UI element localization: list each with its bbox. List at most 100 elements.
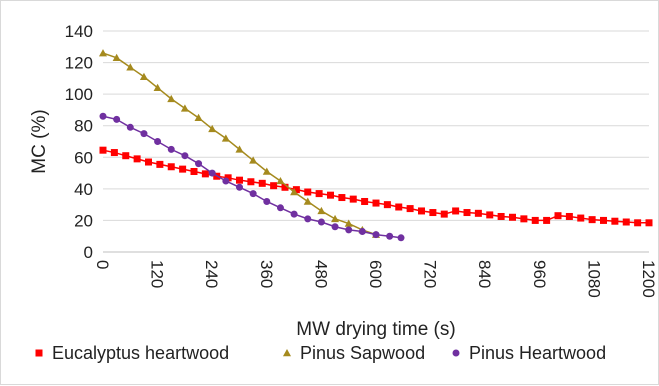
x-tick-label: 1080 (584, 260, 603, 298)
data-point-triangle (221, 134, 230, 142)
data-point-square (645, 219, 653, 227)
data-point-circle (372, 231, 380, 239)
data-point-triangle (303, 197, 312, 205)
data-point-circle (99, 112, 107, 120)
data-point-square (486, 211, 494, 219)
data-point-triangle (290, 187, 299, 196)
data-point-square (270, 182, 278, 190)
data-point-circle (249, 190, 257, 198)
series-pinus-sapwood (98, 49, 381, 238)
y-tick-label: 140 (65, 22, 93, 41)
y-tick-label: 100 (65, 85, 93, 104)
data-point-square (110, 149, 118, 157)
data-point-square (565, 212, 573, 220)
data-point-square (304, 188, 312, 196)
data-point-circle (331, 223, 339, 231)
data-point-circle (345, 226, 353, 234)
data-point-square (463, 209, 471, 217)
data-point-square (543, 216, 551, 224)
data-point-square (258, 179, 266, 187)
x-tick-label: 240 (202, 260, 221, 288)
data-point-triangle (208, 124, 217, 133)
data-point-square (622, 218, 630, 226)
data-point-circle (358, 227, 366, 235)
y-tick-label: 80 (74, 117, 93, 136)
data-point-circle (263, 197, 271, 205)
data-point-square (509, 213, 516, 221)
data-point-square (588, 216, 596, 224)
legend-label: Pinus Heartwood (469, 343, 606, 363)
y-tick-label: 40 (74, 180, 93, 199)
x-tick-label: 1200 (639, 260, 658, 298)
data-point-square (327, 191, 334, 199)
data-point-circle (276, 204, 284, 212)
data-point-triangle (262, 167, 271, 175)
x-tick-label: 840 (475, 260, 494, 288)
data-point-square (440, 210, 448, 218)
data-point-circle (290, 210, 298, 218)
data-point-square (156, 160, 164, 168)
data-point-triangle (331, 214, 340, 223)
data-point-triangle (167, 94, 176, 103)
y-tick-label: 0 (84, 243, 93, 262)
data-point-square (418, 207, 425, 215)
data-point-square (429, 209, 437, 217)
data-point-circle (154, 138, 162, 145)
data-point-circle (126, 123, 134, 131)
legend-item: Eucalyptus heartwood (35, 343, 229, 363)
legend-marker (35, 349, 43, 357)
data-point-triangle (344, 219, 353, 227)
data-point-triangle (153, 83, 162, 92)
data-point-square (349, 195, 357, 203)
y-tick-label: 20 (74, 211, 93, 230)
data-point-triangle (276, 176, 285, 185)
data-point-triangle (235, 145, 244, 153)
data-point-circle (140, 130, 148, 138)
data-point-square (167, 163, 175, 171)
data-point-circle (113, 115, 121, 123)
data-point-circle (167, 145, 175, 153)
legend-label: Eucalyptus heartwood (52, 343, 229, 363)
legend-item: Pinus Sapwood (282, 343, 425, 363)
x-tick-label: 0 (93, 260, 112, 269)
data-point-circle (317, 218, 325, 226)
data-point-triangle (317, 206, 326, 215)
data-point-circle (386, 232, 394, 240)
data-point-square (145, 158, 152, 166)
data-point-square (611, 217, 619, 225)
data-point-circle (208, 169, 216, 177)
data-point-square (247, 178, 255, 186)
data-point-square (179, 165, 187, 173)
data-point-square (338, 194, 346, 202)
series-layer (98, 49, 653, 242)
legend-marker (282, 348, 292, 357)
data-point-square (99, 146, 107, 154)
data-point-triangle (112, 53, 121, 62)
y-tick-label: 120 (65, 54, 93, 73)
tick-labels: 0 20 40 60 80 100 120 140 0 120 240 360 480 600 720 840… (65, 22, 658, 298)
data-point-triangle (194, 113, 203, 122)
data-point-square (372, 199, 380, 207)
data-point-square (634, 219, 642, 227)
data-point-circle (181, 152, 189, 160)
data-point-circle (222, 177, 230, 185)
y-tick-label: 60 (74, 148, 93, 167)
y-axis-title: MC (%) (29, 109, 50, 173)
data-point-square (554, 212, 562, 220)
data-point-triangle (180, 104, 189, 112)
gridlines (103, 30, 649, 221)
data-point-square (497, 212, 505, 220)
data-point-square (600, 216, 607, 224)
series-eucalyptus-heartwood (99, 146, 653, 227)
data-point-square (361, 197, 369, 205)
legend: Eucalyptus heartwood Pinus Sapwood Pinus H… (35, 343, 606, 363)
legend-marker (452, 349, 460, 357)
data-point-triangle (126, 63, 135, 71)
x-tick-label: 960 (530, 260, 549, 288)
legend-label: Pinus Sapwood (300, 343, 425, 363)
trend-line (102, 149, 649, 224)
data-point-square (474, 209, 482, 217)
data-point-square (281, 183, 289, 191)
